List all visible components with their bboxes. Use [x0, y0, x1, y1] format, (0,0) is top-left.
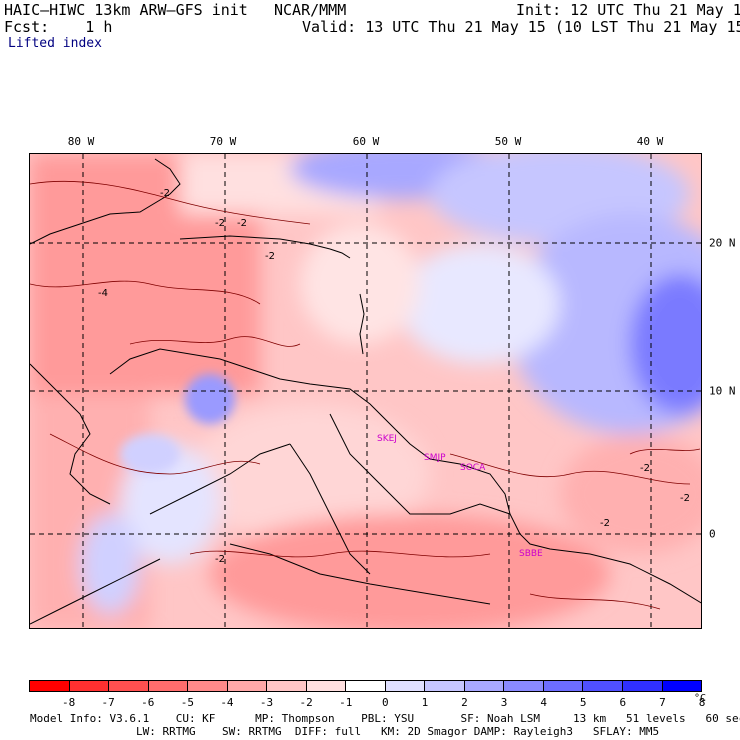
- contour-label: -2: [215, 218, 225, 229]
- lon-label-70w: 70 W: [209, 135, 237, 148]
- station-markers: SKEJ SMJP SOCA SBBE: [377, 434, 543, 559]
- lifted-index-contours: [30, 180, 701, 610]
- lifted-index-map: -2 -2 -4 -2 -2 -2 -2 -2 -2 SKEJ SMJP SOC…: [30, 154, 701, 628]
- colorbar-swatch: [227, 681, 268, 691]
- colorbar-tick-label: 4: [540, 696, 547, 709]
- lon-label-60w: 60 W: [352, 135, 380, 148]
- contour-label: -2: [680, 493, 690, 504]
- contour-label: -2: [237, 218, 247, 229]
- colorbar-swatch: [346, 681, 386, 691]
- lat-lon-grid: [30, 154, 701, 628]
- colorbar: [29, 680, 702, 692]
- colorbar-tick-label: -4: [220, 696, 234, 709]
- colorbar-swatch: [69, 681, 110, 691]
- map-panel: -2 -2 -4 -2 -2 -2 -2 -2 -2 SKEJ SMJP SOC…: [29, 153, 702, 629]
- colorbar-swatch: [109, 681, 149, 691]
- station-smjp: SMJP: [424, 453, 446, 463]
- valid-time: Valid: 13 UTC Thu 21 May 15 (10 LST Thu …: [302, 18, 740, 36]
- colorbar-tick-label: -7: [101, 696, 115, 709]
- colorbar-tick-label: 5: [579, 696, 587, 709]
- colorbar-swatch: [543, 681, 584, 691]
- lat-label-10n: 10 N: [709, 384, 736, 398]
- colorbar-swatch: [622, 681, 663, 691]
- colorbar-tick-label: -5: [180, 696, 194, 709]
- organization: NCAR/MMM: [274, 1, 347, 19]
- colorbar-tick-label: -6: [141, 696, 155, 709]
- contour-label: -2: [640, 463, 650, 474]
- colorbar-tick-label: -1: [339, 696, 353, 709]
- colorbar-tick-label: 0: [381, 696, 389, 709]
- colorbar-swatch: [30, 681, 70, 691]
- colorbar-swatch: [306, 681, 347, 691]
- forecast-hour: Fcst: 1 h: [4, 18, 113, 36]
- init-time: Init: 12 UTC Thu 21 May 15: [516, 1, 740, 19]
- colorbar-swatch: [583, 681, 623, 691]
- colorbar-tick-label: 8: [698, 696, 706, 709]
- model-title: HAIC–HIWC 13km ARW–GFS init: [4, 1, 248, 19]
- lat-label-20n: 20 N: [709, 236, 736, 250]
- colorbar-tick-label: -8: [61, 696, 76, 709]
- colorbar-tick-label: -3: [259, 696, 274, 709]
- model-info-line2: LW: RRTMG SW: RRTMG DIFF: full KM: 2D Sm…: [30, 725, 660, 738]
- contour-labels: -2 -2 -4 -2 -2 -2 -2 -2 -2: [98, 188, 690, 565]
- coastlines: [30, 158, 701, 625]
- colorbar-swatch: [148, 681, 189, 691]
- lon-label-40w: 40 W: [636, 135, 664, 148]
- station-skej: SKEJ: [377, 434, 397, 444]
- lat-label-0: 0: [709, 527, 716, 541]
- model-info-line1: Model Info: V3.6.1 CU: KF MP: Thompson P…: [30, 712, 740, 725]
- colorbar-swatch: [188, 681, 228, 691]
- colorbar-tick-label: -2: [299, 696, 313, 709]
- contour-label: -2: [160, 188, 170, 199]
- lon-label-50w: 50 W: [494, 135, 522, 148]
- colorbar-tick-label: 6: [619, 696, 627, 709]
- station-sbbe: SBBE: [519, 549, 543, 559]
- colorbar-swatch: [425, 681, 465, 691]
- colorbar-tick-label: 3: [500, 696, 508, 709]
- contour-label: -4: [98, 288, 108, 299]
- field-name: Lifted index: [8, 36, 102, 51]
- station-soca: SOCA: [460, 463, 486, 473]
- colorbar-swatch: [464, 681, 505, 691]
- contour-label: -2: [215, 554, 225, 565]
- colorbar-swatch: [267, 681, 307, 691]
- contour-label: -2: [600, 518, 610, 529]
- lon-label-80w: 80 W: [67, 135, 95, 148]
- colorbar-tick-label: 1: [421, 696, 429, 709]
- contour-label: -2: [265, 251, 275, 262]
- colorbar-swatch: [385, 681, 426, 691]
- colorbar-swatch: [662, 681, 702, 691]
- colorbar-tick-label: 7: [659, 696, 666, 709]
- shading-field: [30, 154, 701, 628]
- colorbar-swatch: [504, 681, 544, 691]
- colorbar-tick-label: 2: [461, 696, 468, 709]
- colorbar-unit: °C: [694, 693, 707, 704]
